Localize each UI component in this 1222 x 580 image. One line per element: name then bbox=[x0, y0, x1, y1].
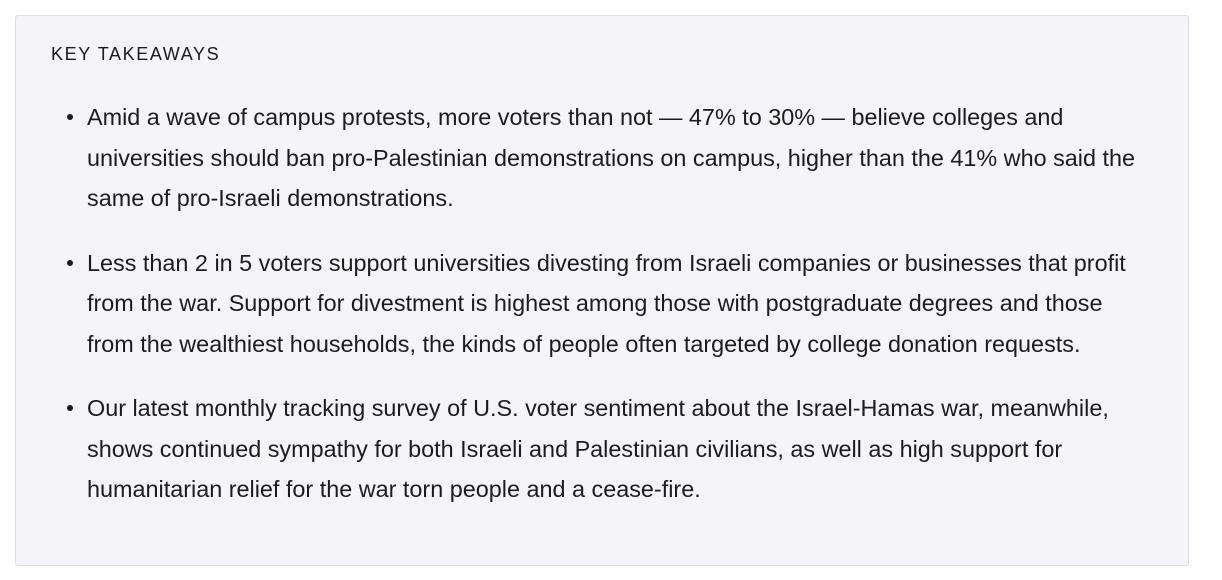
takeaway-item: Amid a wave of campus protests, more vot… bbox=[51, 97, 1154, 219]
bullet-icon bbox=[67, 405, 73, 411]
takeaway-list: Amid a wave of campus protests, more vot… bbox=[51, 97, 1154, 510]
key-takeaways-box: KEY TAKEAWAYS Amid a wave of campus prot… bbox=[15, 15, 1189, 566]
takeaway-text: Amid a wave of campus protests, more vot… bbox=[87, 104, 1136, 211]
takeaway-item: Less than 2 in 5 voters support universi… bbox=[51, 243, 1154, 365]
takeaway-text: Our latest monthly tracking survey of U.… bbox=[87, 395, 1109, 502]
key-takeaways-heading: KEY TAKEAWAYS bbox=[51, 44, 221, 64]
takeaway-text: Less than 2 in 5 voters support universi… bbox=[87, 249, 1126, 357]
bullet-icon bbox=[67, 259, 73, 266]
bullet-icon bbox=[67, 114, 73, 120]
takeaway-item: Our latest monthly tracking survey of U.… bbox=[51, 388, 1154, 510]
